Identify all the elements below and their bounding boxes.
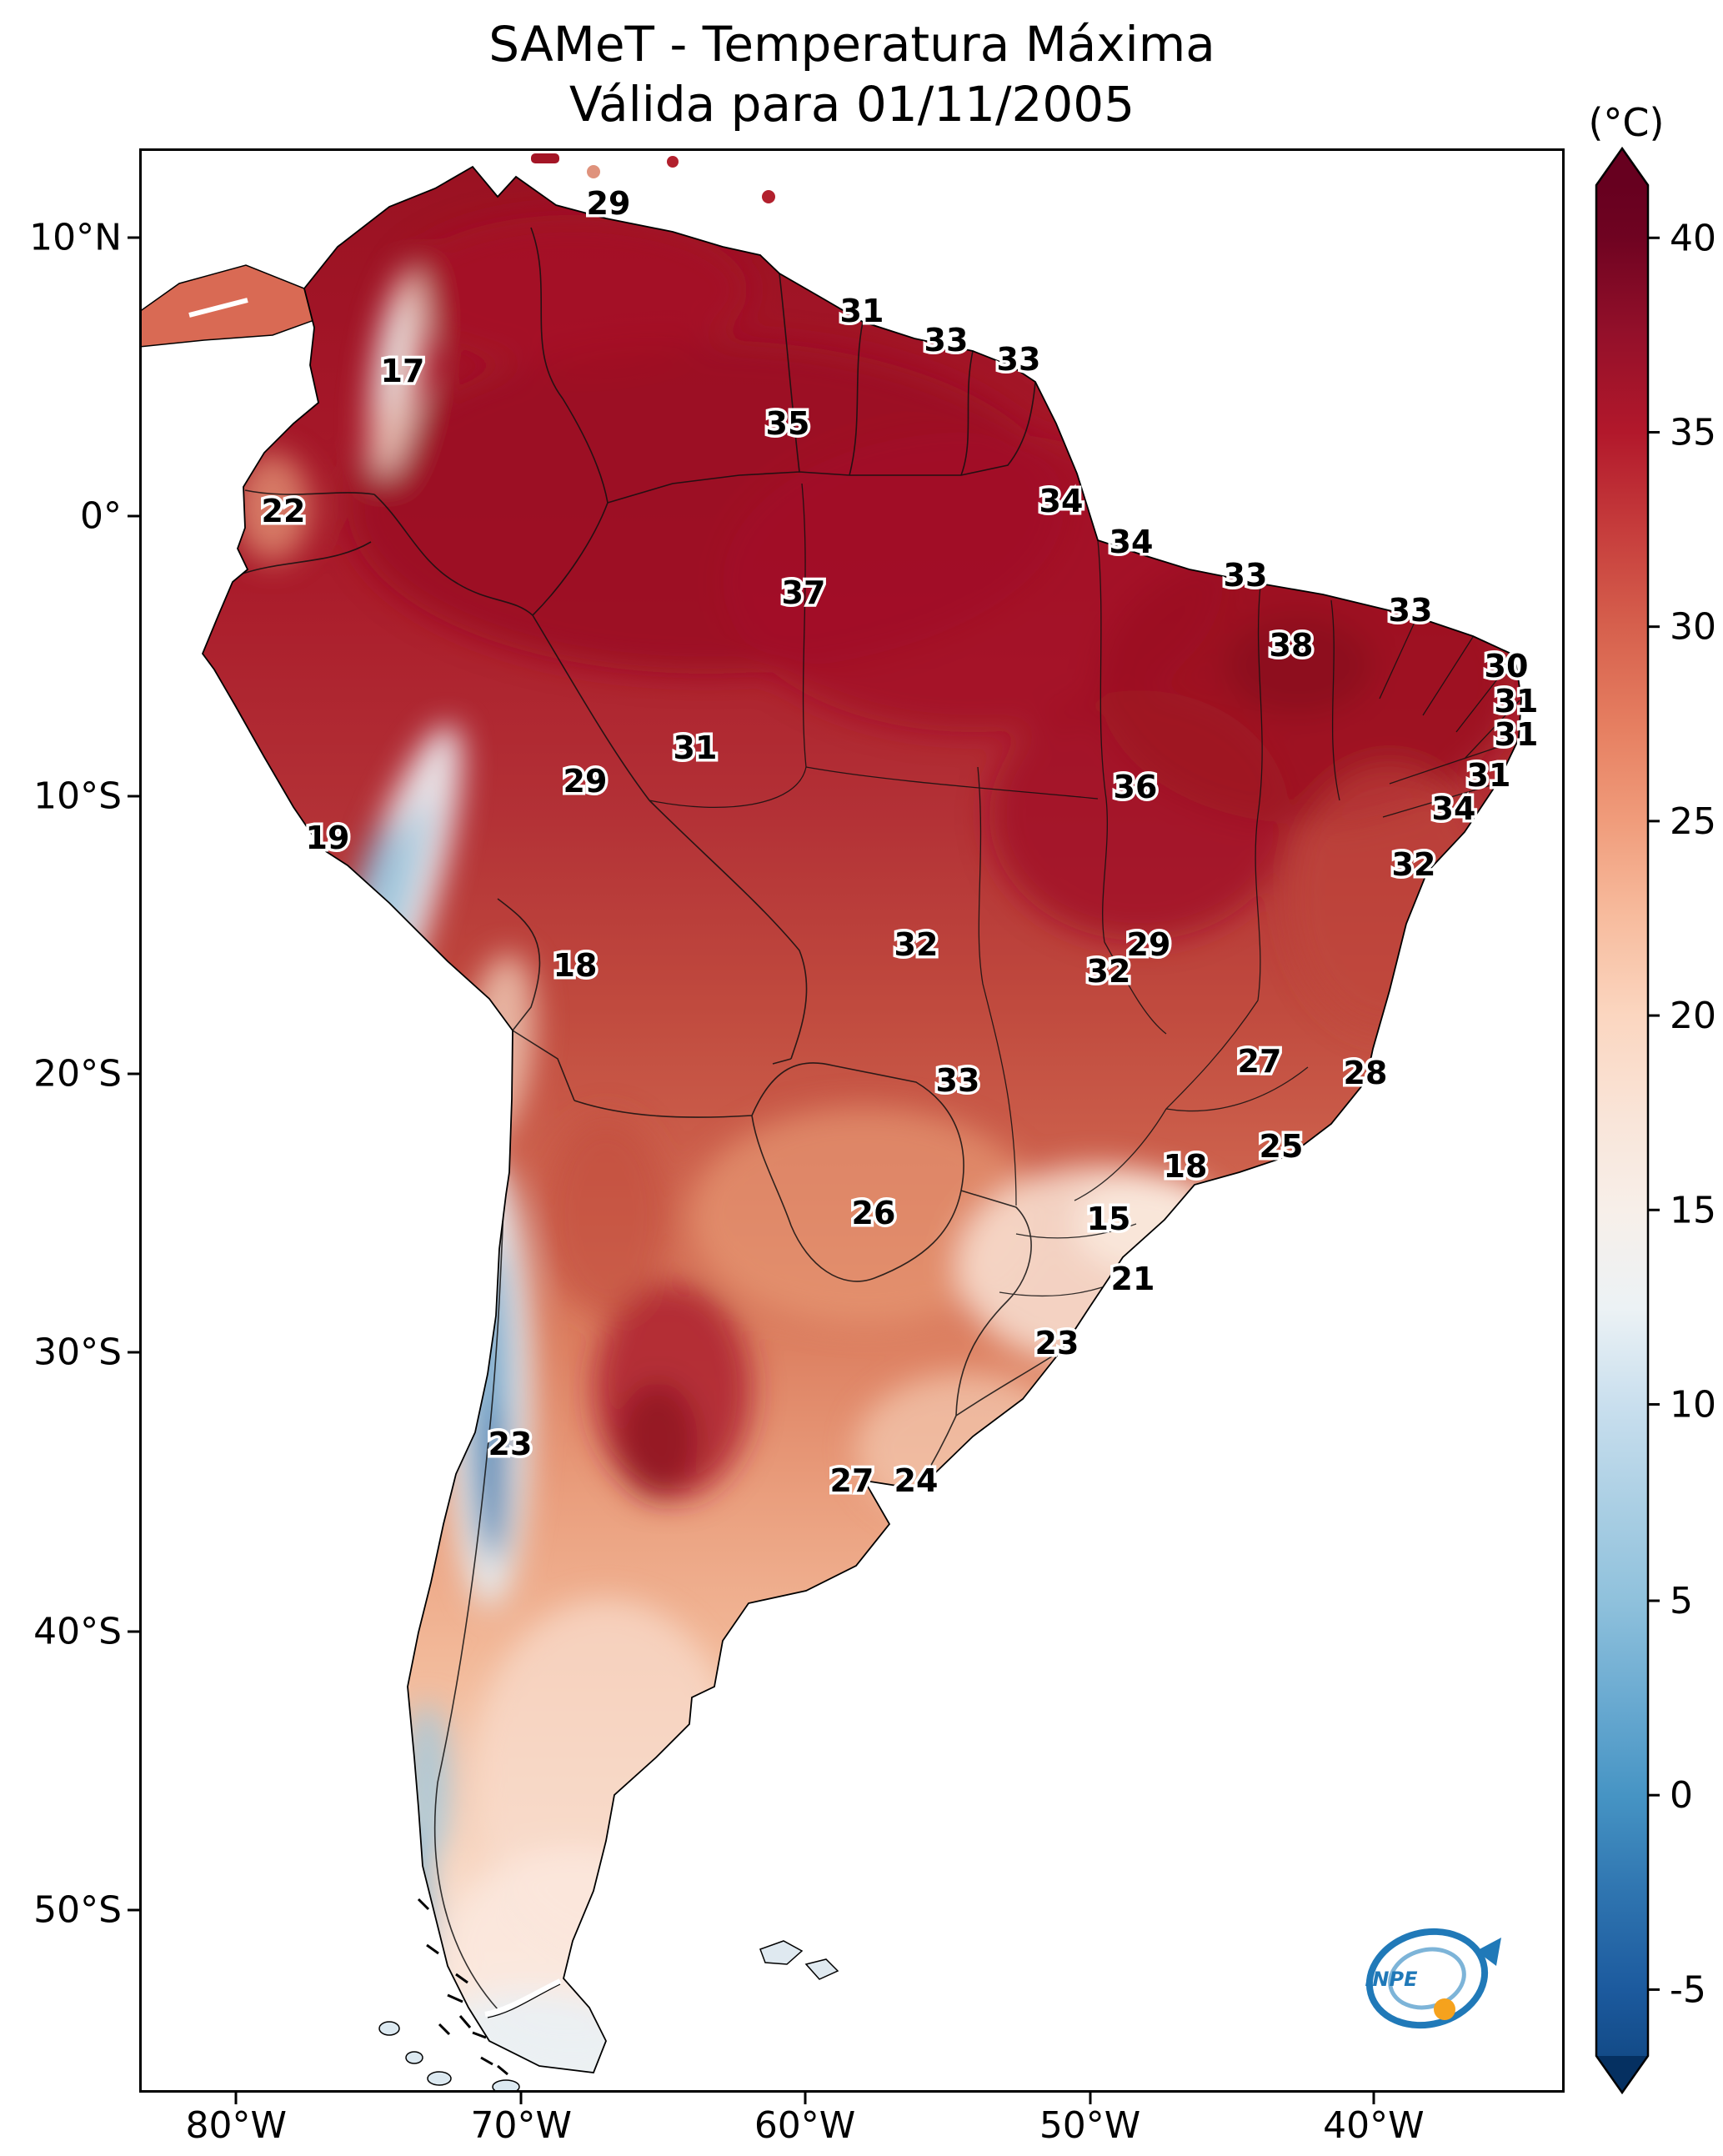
x-axis-tick-label: 80°W — [185, 2104, 288, 2147]
temperature-label: 38 — [1270, 627, 1314, 664]
temperature-label: 29 — [563, 763, 608, 800]
y-axis-tick-label: 0° — [80, 494, 122, 538]
logo-orange-dot-icon — [1434, 1998, 1455, 2020]
y-axis-tick-mark — [128, 795, 139, 798]
temperature-label: 34 — [1039, 483, 1084, 519]
y-axis-tick-label: 10°N — [29, 216, 122, 259]
x-axis-tick-mark — [234, 2093, 238, 2104]
x-axis-tick-label: 60°W — [754, 2104, 856, 2147]
temperature-label: 31 — [1495, 683, 1539, 720]
y-axis-tick-mark — [128, 1630, 139, 1633]
country-borders — [237, 227, 1062, 2010]
temperature-label: 15 — [1087, 1201, 1131, 1237]
x-axis-tick-mark — [519, 2093, 523, 2104]
x-axis-tick-label: 50°W — [1039, 2104, 1141, 2147]
colorbar-outline — [1595, 146, 1650, 2095]
map-frame — [139, 148, 1565, 2093]
temperature-label: 19 — [306, 820, 350, 856]
temperature-label: 25 — [1260, 1128, 1304, 1165]
figure-title: SAMeT - Temperatura Máxima — [488, 16, 1215, 73]
figure-subtitle: Válida para 01/11/2005 — [568, 76, 1135, 133]
temperature-label: 18 — [1164, 1148, 1208, 1185]
temperature-label: 30 — [1485, 648, 1529, 684]
temperature-label: 32 — [1392, 846, 1436, 883]
colorbar-unit-label: (°C) — [1588, 100, 1665, 145]
colorbar: 40 35 30 25 20 15 10 5 0 -5 — [1595, 146, 1716, 2095]
colorbar-extend-top — [1596, 148, 1648, 185]
logo-text: INPE — [1365, 1968, 1419, 1991]
temperature-label: 32 — [894, 926, 939, 963]
fjords-texture — [417, 1898, 508, 2076]
y-axis-tick-mark — [128, 1072, 139, 1075]
colorbar-extend-bottom — [1596, 2056, 1648, 2093]
x-axis-tick-mark — [1372, 2093, 1375, 2104]
temperature-label: 24 — [894, 1462, 939, 1499]
colorbar-tick-label: 20 — [1670, 995, 1716, 1037]
x-axis-tick-label: 70°W — [470, 2104, 573, 2147]
temperature-label: 31 — [674, 730, 718, 766]
temperature-label: 34 — [1109, 524, 1154, 560]
temperature-label: 35 — [766, 405, 810, 442]
temperature-label: 28 — [1344, 1055, 1388, 1091]
temperature-label: 37 — [782, 574, 826, 611]
inpe-logo: INPE — [1365, 1928, 1501, 2029]
temperature-label: 31 — [1467, 757, 1511, 794]
caribbean-islands — [531, 153, 775, 203]
falkland-islands — [759, 1940, 839, 1980]
y-axis-tick-mark — [128, 1351, 139, 1353]
temperature-label: 26 — [852, 1195, 896, 1231]
temperature-label: 33 — [924, 322, 969, 358]
colorbar-tick-label: 35 — [1670, 411, 1716, 454]
temperature-label: 18 — [553, 947, 598, 984]
y-axis-tick-label: 50°S — [33, 1888, 122, 1932]
temperature-label: 29 — [587, 185, 631, 222]
temperature-label: 27 — [830, 1462, 874, 1499]
state-borders — [649, 483, 1520, 1297]
x-axis-tick-mark — [1089, 2093, 1092, 2104]
temperature-field — [235, 215, 1515, 2073]
colorbar-gradient — [1596, 185, 1648, 2056]
temperature-label: 33 — [936, 1062, 980, 1099]
y-axis-tick-label: 20°S — [33, 1052, 122, 1096]
temperature-label: 33 — [997, 341, 1041, 378]
temperature-label: 32 — [1087, 953, 1131, 990]
temperature-label: 31 — [1495, 716, 1539, 753]
temperature-label: 36 — [1114, 769, 1158, 805]
colorbar-tick-label: -5 — [1670, 1968, 1706, 2011]
temperature-label: 33 — [1389, 592, 1433, 629]
colorbar-ticks: 40 35 30 25 20 15 10 5 0 -5 — [1648, 217, 1716, 2011]
strait-of-magellan — [484, 1978, 562, 2018]
central-america-land — [139, 264, 334, 348]
patagonian-islands — [378, 2021, 520, 2093]
y-axis-tick-mark — [128, 514, 139, 518]
temperature-label: 23 — [1035, 1325, 1079, 1361]
colorbar-tick-label: 15 — [1670, 1189, 1716, 1231]
logo-arrow-icon — [1476, 1938, 1501, 1966]
temperature-label: 22 — [262, 493, 306, 529]
temperature-label: 33 — [1224, 557, 1268, 594]
colorbar-tick-label: 0 — [1670, 1774, 1693, 1817]
y-axis-tick-mark — [128, 1908, 139, 1912]
y-axis-tick-mark — [128, 236, 139, 239]
temperature-label: 34 — [1432, 790, 1476, 827]
temperature-label: 31 — [840, 293, 884, 329]
temperature-label: 17 — [381, 353, 425, 389]
y-axis-tick-label: 30°S — [33, 1331, 122, 1373]
y-axis-tick-label: 10°S — [33, 775, 122, 818]
temperature-label: 21 — [1111, 1261, 1155, 1297]
temperature-label: 29 — [1127, 926, 1171, 963]
colorbar-tick-label: 5 — [1670, 1580, 1693, 1622]
temperature-label: 23 — [488, 1426, 533, 1462]
y-axis-tick-label: 40°S — [33, 1610, 122, 1653]
x-axis-tick-mark — [804, 2093, 807, 2104]
colorbar-tick-label: 10 — [1670, 1383, 1716, 1426]
colorbar-tick-label: 40 — [1670, 217, 1716, 259]
colorbar-tick-label: 25 — [1670, 800, 1716, 843]
colorbar-tick-label: 30 — [1670, 606, 1716, 649]
temperature-label: 27 — [1238, 1043, 1282, 1080]
x-axis-tick-label: 40°W — [1323, 2104, 1425, 2147]
